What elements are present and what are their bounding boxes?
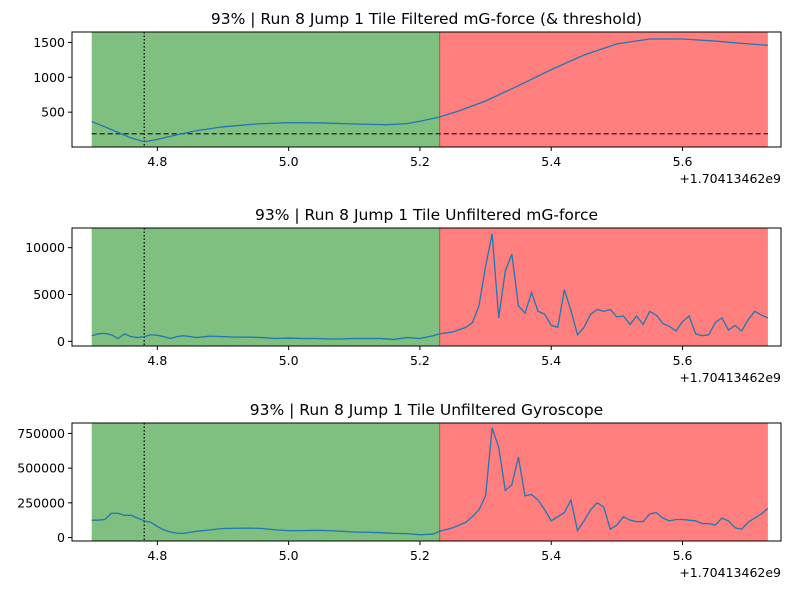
x-tick-label: 5.4 xyxy=(541,154,561,169)
x-offset-label: +1.70413462e9 xyxy=(679,171,781,186)
y-tick-label: 0 xyxy=(57,334,65,349)
red-region xyxy=(439,32,768,147)
series-line xyxy=(91,233,769,341)
x-tick-label: 5.6 xyxy=(673,353,693,368)
y-tick-label: 0 xyxy=(57,530,65,545)
x-tick-label: 5.2 xyxy=(410,154,430,169)
x-offset-label: +1.70413462e9 xyxy=(679,370,781,385)
y-tick-label: 500000 xyxy=(17,461,65,476)
x-tick-label: 5.2 xyxy=(410,353,430,368)
x-tick-label: 5.2 xyxy=(410,548,430,563)
y-tick-label: 1000 xyxy=(33,70,65,85)
subplot-unfiltered-gyroscope: 93% | Run 8 Jump 1 Tile Unfiltered Gyros… xyxy=(17,401,782,580)
red-region xyxy=(439,423,768,541)
axes-frame xyxy=(71,31,782,148)
x-tick-label: 5.0 xyxy=(279,154,299,169)
subplot-unfiltered-mg-force: 93% | Run 8 Jump 1 Tile Unfiltered mG-fo… xyxy=(25,206,782,385)
x-tick-label: 5.4 xyxy=(541,548,561,563)
series-line xyxy=(91,38,768,143)
y-tick-label: 750000 xyxy=(17,426,65,441)
y-tick-label: 1500 xyxy=(33,35,65,50)
chart-title: 93% | Run 8 Jump 1 Tile Unfiltered mG-fo… xyxy=(255,206,598,224)
series-line xyxy=(91,427,769,536)
x-offset-label: +1.70413462e9 xyxy=(679,565,781,580)
x-tick-label: 5.4 xyxy=(541,353,561,368)
y-tick-label: 5000 xyxy=(33,287,65,302)
y-tick-label: 250000 xyxy=(17,495,65,510)
x-tick-label: 5.0 xyxy=(279,548,299,563)
y-tick-label: 10000 xyxy=(25,240,65,255)
x-tick-label: 5.6 xyxy=(673,154,693,169)
subplot-filtered-mg-force: 93% | Run 8 Jump 1 Tile Filtered mG-forc… xyxy=(33,10,782,186)
x-tick-label: 5.6 xyxy=(673,548,693,563)
axes-frame xyxy=(71,422,782,542)
x-tick-label: 4.8 xyxy=(147,548,167,563)
x-tick-label: 4.8 xyxy=(147,154,167,169)
green-region xyxy=(91,32,440,147)
axes-frame xyxy=(71,227,782,347)
y-tick-label: 500 xyxy=(41,105,65,120)
green-region xyxy=(91,228,440,346)
chart-title: 93% | Run 8 Jump 1 Tile Unfiltered Gyros… xyxy=(250,401,603,419)
chart-title: 93% | Run 8 Jump 1 Tile Filtered mG-forc… xyxy=(211,10,642,28)
x-tick-label: 4.8 xyxy=(147,353,167,368)
x-tick-label: 5.0 xyxy=(279,353,299,368)
red-region xyxy=(439,228,768,346)
green-region xyxy=(91,423,440,541)
